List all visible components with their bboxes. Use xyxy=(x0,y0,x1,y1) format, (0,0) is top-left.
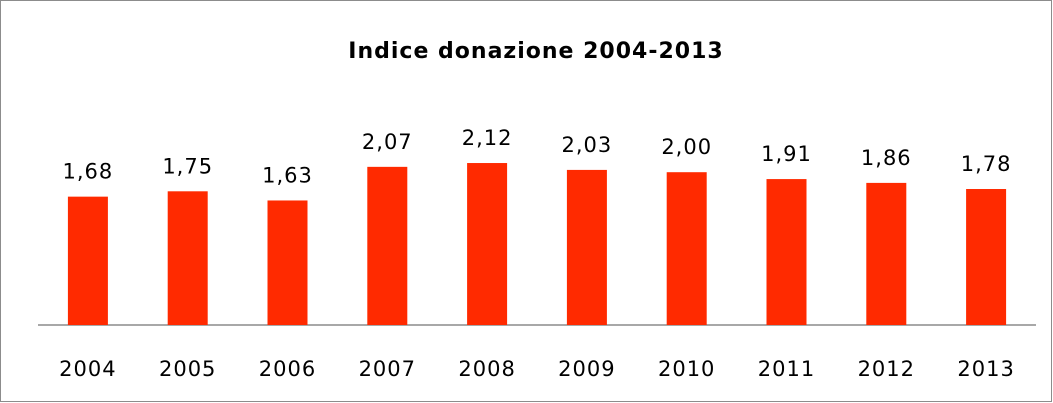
chart-title: Indice donazione 2004-2013 xyxy=(348,39,723,64)
data-label: 2,00 xyxy=(661,135,712,159)
bar xyxy=(367,166,408,325)
bar xyxy=(966,189,1007,325)
bar xyxy=(167,191,208,325)
data-label: 1,68 xyxy=(63,160,114,184)
bar xyxy=(67,196,108,325)
x-tick-label: 2013 xyxy=(957,357,1014,381)
x-tick-label: 2007 xyxy=(359,357,416,381)
bar xyxy=(766,179,807,325)
x-tick-label: 2006 xyxy=(259,357,316,381)
data-label: 1,86 xyxy=(861,146,912,170)
x-tick-label: 2005 xyxy=(159,357,216,381)
data-label: 2,07 xyxy=(362,130,413,154)
data-label: 2,03 xyxy=(562,133,613,157)
bar xyxy=(566,169,607,325)
data-label: 1,63 xyxy=(262,163,313,187)
x-tick-label: 2011 xyxy=(758,357,815,381)
data-label: 2,12 xyxy=(462,126,513,150)
data-label: 1,91 xyxy=(761,142,812,166)
data-label: 1,78 xyxy=(961,152,1012,176)
x-tick-label: 2008 xyxy=(458,357,515,381)
bar xyxy=(666,172,707,325)
x-tick-label: 2004 xyxy=(59,357,116,381)
x-tick-label: 2012 xyxy=(858,357,915,381)
bar xyxy=(467,163,508,325)
bar xyxy=(866,182,907,325)
data-label: 1,75 xyxy=(162,154,213,178)
x-tick-label: 2009 xyxy=(558,357,615,381)
bar xyxy=(267,200,308,325)
x-tick-label: 2010 xyxy=(658,357,715,381)
